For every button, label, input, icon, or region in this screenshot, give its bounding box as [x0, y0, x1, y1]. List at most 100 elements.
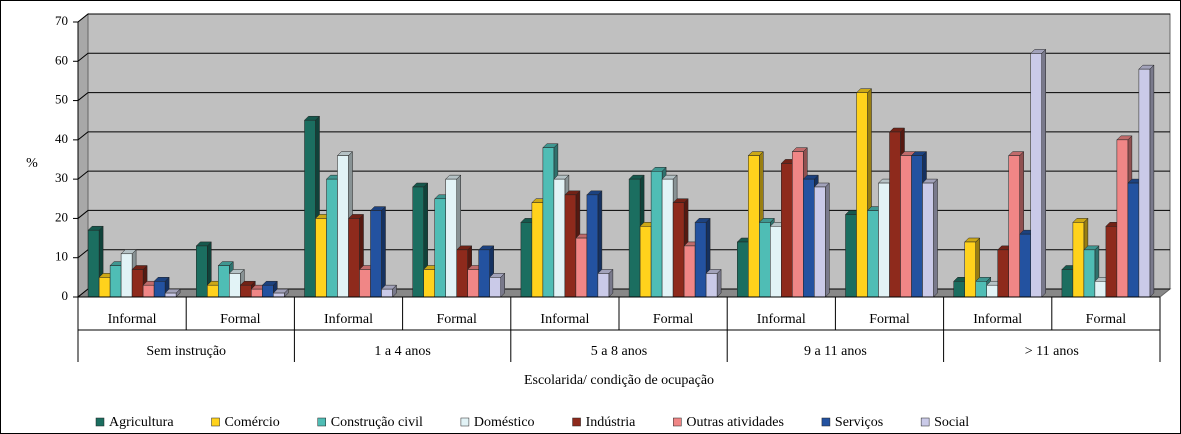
legend-swatch	[317, 417, 326, 427]
x-tick-label: Formal	[220, 312, 261, 327]
bar	[412, 186, 424, 298]
bar	[1083, 249, 1096, 298]
bar-side	[825, 182, 830, 298]
y-tick-label: 30	[55, 170, 68, 185]
bar	[564, 194, 577, 298]
grid-line	[77, 92, 1170, 101]
x-tick-label: Informal	[757, 312, 806, 327]
y-tick-label: 60	[55, 52, 68, 67]
bar	[964, 241, 976, 298]
y-tick-label: 50	[55, 92, 68, 107]
bar	[196, 245, 208, 298]
bar	[489, 277, 501, 298]
bar	[423, 269, 435, 298]
legend-label: Construção civil	[331, 415, 423, 430]
bar	[672, 202, 685, 298]
bar	[814, 186, 826, 298]
bar	[229, 273, 241, 298]
grid-line	[77, 131, 1170, 141]
bar	[1138, 68, 1151, 298]
bar	[1094, 281, 1107, 298]
bar	[164, 292, 177, 298]
x-tick-label: Informal	[540, 312, 589, 327]
y-tick-label: 40	[55, 131, 68, 146]
bar	[304, 119, 316, 298]
bar	[650, 171, 663, 298]
bar	[456, 249, 468, 298]
bar	[337, 155, 349, 298]
legend-swatch	[460, 417, 470, 427]
bar	[748, 155, 760, 298]
bar	[911, 155, 923, 298]
bar	[131, 269, 144, 298]
bar	[597, 273, 610, 298]
bar	[478, 249, 490, 298]
group-label: 1 a 4 anos	[374, 344, 430, 359]
legend-swatch	[572, 417, 581, 427]
bar	[120, 253, 133, 298]
x-tick-label: Informal	[973, 312, 1022, 327]
bar	[705, 273, 718, 298]
bar	[986, 284, 998, 298]
bar	[273, 292, 285, 298]
legend-label: Agricultura	[109, 415, 174, 430]
bar	[381, 288, 393, 298]
side-wall	[77, 12, 89, 299]
bar	[997, 249, 1009, 298]
x-tick-label: Informal	[108, 312, 157, 327]
legend-label: Doméstico	[474, 415, 535, 430]
bar	[467, 269, 479, 298]
bar	[889, 131, 901, 298]
bar	[683, 245, 696, 298]
group-label: Sem instrução	[146, 344, 226, 359]
y-tick-label: 70	[55, 13, 68, 28]
bar	[315, 218, 327, 298]
bar-side	[933, 178, 938, 298]
bar	[900, 155, 912, 298]
bar	[251, 288, 263, 298]
bar	[878, 182, 890, 298]
bar	[1127, 182, 1140, 298]
bar	[737, 241, 749, 298]
bar	[759, 222, 771, 298]
bar	[153, 281, 166, 298]
bar-side	[608, 268, 614, 298]
x-tick-label: Formal	[1086, 312, 1127, 327]
legend-label: Indústria	[586, 415, 637, 430]
grid-line	[77, 52, 1170, 62]
bar	[348, 218, 360, 298]
bar	[326, 178, 338, 298]
bar	[639, 226, 652, 298]
bar	[661, 178, 674, 298]
legend-label: Serviços	[835, 415, 883, 430]
legend-swatch	[920, 417, 930, 427]
bar	[1105, 226, 1118, 298]
bar-side	[716, 268, 722, 298]
bar	[575, 237, 588, 298]
bar	[694, 222, 707, 298]
bar-side	[1149, 64, 1155, 298]
bar	[445, 178, 457, 298]
bar	[542, 147, 555, 298]
y-tick-label: 20	[55, 209, 68, 224]
bar	[1072, 222, 1085, 298]
group-label: 5 a 8 anos	[591, 344, 647, 359]
group-label: 9 a 11 anos	[804, 344, 867, 359]
legend-swatch	[95, 417, 105, 427]
bar	[975, 281, 987, 298]
bar	[1116, 139, 1129, 298]
bar	[770, 226, 782, 298]
y-tick-label: 0	[62, 288, 69, 303]
bar	[109, 265, 122, 298]
bar	[240, 284, 252, 298]
bar	[434, 198, 446, 298]
bar	[531, 202, 544, 298]
bar	[1030, 53, 1042, 298]
bar	[792, 151, 804, 298]
bar	[867, 210, 879, 298]
bar	[856, 92, 868, 298]
legend-swatch	[673, 417, 682, 427]
bar	[359, 269, 371, 298]
bar-side	[1041, 48, 1046, 298]
